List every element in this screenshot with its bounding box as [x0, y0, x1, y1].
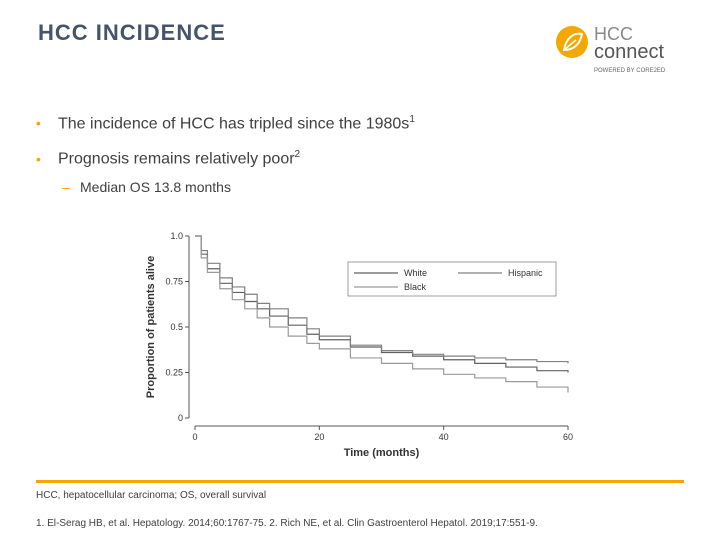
bullet-item: • The incidence of HCC has tripled since… — [36, 114, 415, 133]
logo-line2: connect — [594, 41, 664, 63]
legend-label: Black — [404, 282, 427, 292]
chart-legend: White Hispanic Black — [347, 261, 557, 297]
y-tick-label: 0.25 — [165, 368, 183, 378]
y-tick-label: 0.5 — [170, 322, 183, 332]
bullet-text: Prognosis remains relatively poor2 — [58, 149, 301, 168]
y-tick-label: 0 — [178, 413, 183, 423]
x-tick-label: 40 — [439, 432, 449, 442]
x-tick-label: 20 — [314, 432, 324, 442]
bullet-dot: • — [36, 150, 41, 167]
sub-bullet: – Median OS 13.8 months — [62, 179, 415, 195]
legend-box — [347, 261, 557, 297]
y-tick-label: 1.0 — [170, 231, 183, 241]
y-tick-label: 0.75 — [165, 277, 183, 287]
x-tick-label: 60 — [563, 432, 573, 442]
y-axis-label: Proportion of patients alive — [145, 256, 157, 398]
bullet-list: • The incidence of HCC has tripled since… — [36, 114, 415, 195]
legend-label: Hispanic — [508, 268, 543, 278]
references: 1. El-Serag HB, et al. Hepatology. 2014;… — [36, 518, 538, 529]
bullet-item: • Prognosis remains relatively poor2 — [36, 149, 415, 168]
survival-chart: 0 0.25 0.5 0.75 1.0 0 20 40 60 Time (months) Propo… — [145, 231, 573, 459]
series-line-hispanic — [195, 235, 569, 364]
x-axis-label: Time (months) — [344, 447, 420, 459]
sub-bullet-text: Median OS 13.8 months — [80, 178, 231, 195]
sub-bullet-dash: – — [62, 178, 70, 195]
leaf-circle-icon — [556, 26, 588, 58]
x-tick-label: 0 — [192, 432, 197, 442]
logo-powered: POWERED BY CORE2ED — [594, 68, 666, 74]
slide-title: HCC INCIDENCE — [38, 20, 226, 45]
hcc-connect-logo: HCC connect POWERED BY CORE2ED — [556, 24, 666, 74]
bullet-text: The incidence of HCC has tripled since t… — [58, 114, 415, 133]
abbreviations: HCC, hepatocellular carcinoma; OS, overa… — [36, 490, 267, 501]
series-line-white — [195, 235, 569, 373]
footer-divider — [36, 480, 684, 483]
bullet-dot: • — [36, 115, 41, 132]
logo-line1: HCC — [594, 24, 633, 44]
legend-label: White — [404, 268, 427, 278]
series-line-black — [195, 235, 569, 393]
